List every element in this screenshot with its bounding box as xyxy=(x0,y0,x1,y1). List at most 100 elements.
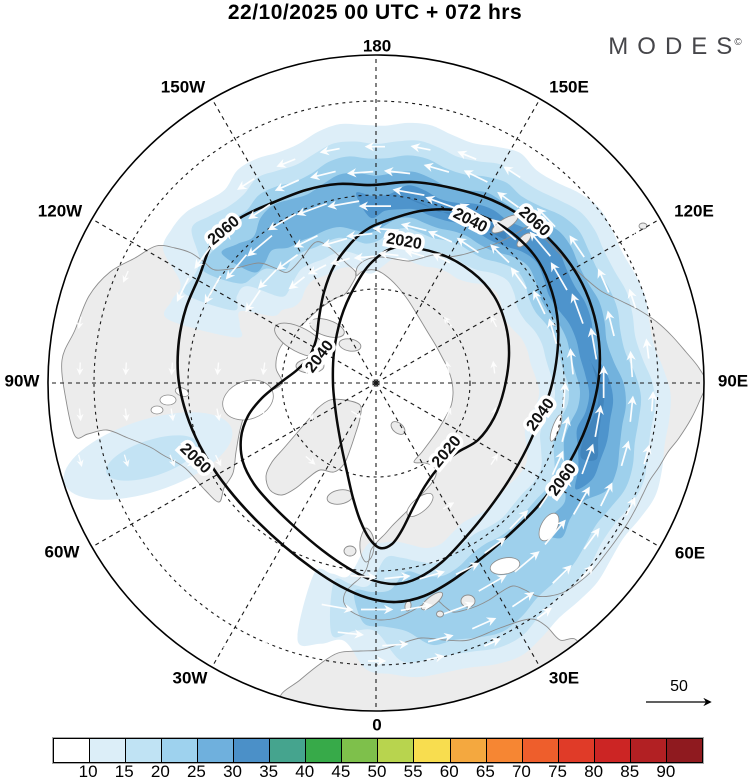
longitude-label-0: 0 xyxy=(372,715,381,733)
jet-wind-arrow xyxy=(642,444,652,465)
weak-wind-arrow xyxy=(214,501,223,512)
longitude-label-120E: 120E xyxy=(674,201,714,220)
colorbar-tick-label: 80 xyxy=(584,762,604,781)
weak-wind-arrows xyxy=(76,88,682,648)
jet-wind-arrow xyxy=(225,254,248,280)
weak-wind-arrow xyxy=(258,640,271,648)
modes-logo-mark: © xyxy=(734,37,742,48)
lake xyxy=(222,379,274,421)
weak-wind-arrow xyxy=(167,593,178,604)
jet-wind-arrow xyxy=(626,350,636,378)
longitude-label-90W: 90W xyxy=(5,371,41,390)
jet-wind-arrow xyxy=(529,231,552,257)
weak-wind-arrow xyxy=(214,362,222,376)
jet-wind-arrow xyxy=(597,268,610,293)
weak-wind-arrow xyxy=(122,547,131,559)
lake xyxy=(489,557,521,575)
weak-wind-arrow xyxy=(167,547,177,558)
jet-wind-arrow xyxy=(536,607,552,620)
jet-wind-arrow xyxy=(378,249,399,259)
colorbar-cell-9 xyxy=(377,738,415,763)
jet-wind-arrow xyxy=(310,170,336,181)
colorbar-tick-label: 40 xyxy=(295,762,315,781)
longitude-label-150W: 150W xyxy=(161,77,206,96)
weak-wind-arrow xyxy=(348,88,362,96)
jet-wind-arrow xyxy=(581,443,595,475)
jet-wind-arrow xyxy=(544,519,566,545)
weak-wind-arrow xyxy=(122,224,130,237)
contour-2020 xyxy=(331,245,511,550)
colorbar xyxy=(52,737,704,764)
jet-wind-arrow xyxy=(372,224,399,234)
reference-vector: 50 xyxy=(646,678,712,707)
longitude-label-180: 180 xyxy=(363,36,391,55)
jet-wind-arrow xyxy=(425,195,456,209)
meridian-line xyxy=(375,382,541,668)
weak-wind-arrow xyxy=(490,453,498,465)
jet-wind-arrow xyxy=(350,572,377,582)
weak-wind-arrow xyxy=(258,594,271,602)
jet-wind-arrow xyxy=(509,510,529,530)
weak-wind-arrow xyxy=(257,134,270,142)
jet-wind-arrow xyxy=(237,178,255,190)
weak-wind-arrow xyxy=(442,502,455,510)
weak-wind-arrow xyxy=(122,454,130,467)
weak-wind-arrow xyxy=(260,455,269,467)
colorbar-tick-label: 45 xyxy=(331,762,351,781)
jet-wind-arrow xyxy=(337,629,364,639)
jet-wind-arrow xyxy=(455,562,480,576)
weak-wind-arrow xyxy=(396,456,409,464)
jet-wind-arrow xyxy=(427,632,454,643)
jet-wind-arrow xyxy=(627,288,637,309)
jet-wind-arrow xyxy=(330,256,350,266)
colorbar-tick-label: 90 xyxy=(656,762,676,781)
jet-wind-arrow xyxy=(443,601,475,615)
weak-wind-arrow xyxy=(444,407,452,420)
jet-wind-arrow xyxy=(463,170,488,183)
weak-wind-arrow xyxy=(306,362,314,376)
colorbar-cell-5 xyxy=(233,738,271,763)
jet-wind-arrow xyxy=(572,486,590,515)
coastline-eurasia xyxy=(342,226,704,621)
jet-wind-arrow xyxy=(484,537,506,554)
weak-wind-arrow xyxy=(304,502,317,510)
jet-wind-arrow xyxy=(274,179,300,192)
jet-wind-arrow xyxy=(432,253,451,264)
weak-wind-arrow xyxy=(257,88,270,96)
weak-wind-arrow xyxy=(396,502,410,510)
modes-logo: MODES© xyxy=(600,33,750,61)
jet-wind-arrow xyxy=(536,207,556,228)
jet-wind-arrow xyxy=(457,150,477,160)
jet-wind-arrow xyxy=(319,146,340,156)
colorbar-tick-label: 20 xyxy=(150,762,170,781)
jet-wind-arrow xyxy=(404,248,425,258)
colorbar-tick-label: 65 xyxy=(475,762,495,781)
modes-logo-text: MODES xyxy=(608,33,742,60)
jet-wind-arrow xyxy=(419,569,445,580)
jet-wind-arrow xyxy=(257,269,277,289)
island-coast xyxy=(343,545,357,557)
lake xyxy=(159,394,177,406)
weak-wind-arrow xyxy=(580,178,591,189)
jet-wind-arrow xyxy=(296,202,328,217)
jet-wind-arrow xyxy=(625,496,636,516)
longitude-label-150E: 150E xyxy=(549,77,589,96)
colorbar-cell-15 xyxy=(593,738,632,763)
weak-wind-arrow xyxy=(533,133,545,142)
colorbar-cell-8 xyxy=(341,738,379,763)
meridian-line xyxy=(91,218,377,384)
colorbar-tick-label: 85 xyxy=(620,762,640,781)
jet-wind-arrow xyxy=(423,162,450,173)
weak-wind-arrow xyxy=(259,501,270,511)
reference-vector-label: 50 xyxy=(670,678,688,695)
jet-wind-arrow xyxy=(293,234,318,248)
weak-wind-arrow xyxy=(168,408,176,422)
colorbar-cell-2 xyxy=(125,738,163,763)
colorbar-cell-4 xyxy=(197,738,235,763)
jet-wind-arrow xyxy=(605,310,615,337)
island-coast xyxy=(436,610,444,618)
weak-wind-arrow xyxy=(440,88,454,96)
jet-wind-arrow xyxy=(194,247,211,269)
colorbar-tick-label: 30 xyxy=(223,762,242,781)
wind-shading-band xyxy=(356,185,614,490)
